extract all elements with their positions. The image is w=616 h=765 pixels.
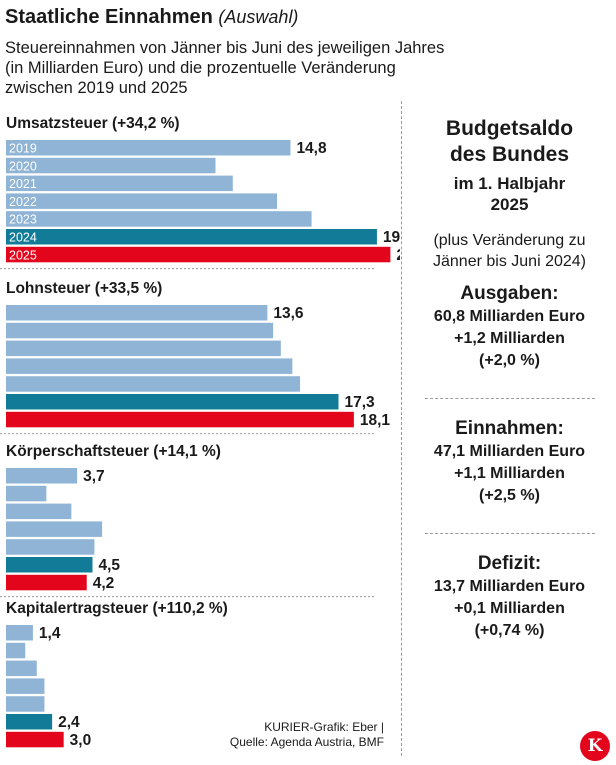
sidebar-period: im 1. Halbjahr 2025 <box>403 173 616 215</box>
value-label: 14,8 <box>296 140 327 157</box>
source-credit: KURIER-Grafik: Eber | Quelle: Agenda Aus… <box>230 720 384 750</box>
deficit-block: Defizit: 13,7 Milliarden Euro +0,1 Milli… <box>403 552 616 642</box>
value-label: 4,5 <box>98 557 120 574</box>
sidebar-note-line: Jänner bis Juni 2024) <box>433 253 586 270</box>
panel-title: Umsatzsteuer (+34,2 %) <box>6 115 180 132</box>
bar <box>6 521 103 537</box>
chart-subtitle: Steuereinnahmen von Jänner bis Juni des … <box>5 38 445 98</box>
panel-title: Körperschaftsteuer (+14,1 %) <box>6 443 221 460</box>
bar <box>6 625 33 641</box>
subtitle-line: Steuereinnahmen von Jänner bis Juni des … <box>5 39 445 57</box>
bar <box>6 193 277 209</box>
bar <box>6 557 93 573</box>
bar <box>6 322 274 339</box>
value-label: 3,0 <box>70 732 92 749</box>
bar <box>6 376 301 392</box>
value-label: 4,2 <box>93 575 115 592</box>
deficit-amount: 13,7 Milliarden Euro <box>433 578 586 595</box>
value-label: 17,3 <box>344 394 375 411</box>
category-label: 2020 <box>9 159 37 173</box>
bar <box>6 574 87 591</box>
bar <box>6 411 354 428</box>
sidebar-heading-line: des Bundes <box>449 143 570 166</box>
category-label: 2023 <box>9 213 37 227</box>
bar-charts: Umsatzsteuer (+34,2 %) 2019 14,8 2020 2021 20… <box>0 115 400 749</box>
expenditure-percent: (+2,0 %) <box>479 352 540 369</box>
value-label: 1,4 <box>39 625 61 642</box>
bar <box>6 305 268 321</box>
bar <box>6 140 291 156</box>
kurier-logo: K <box>580 731 610 761</box>
panel-title: Lohnsteuer (+33,5 %) <box>6 280 162 297</box>
value-label: 20,0 <box>396 247 400 264</box>
bar <box>6 468 78 484</box>
bar <box>6 175 233 192</box>
bar <box>6 503 72 520</box>
sidebar-heading-line: Budgetsaldo <box>445 117 574 140</box>
sidebar-heading: Budgetsaldo des Bundes <box>403 116 616 168</box>
revenue-label: Einnahmen: <box>455 418 564 439</box>
expenditure-amount: 60,8 Milliarden Euro <box>433 308 586 325</box>
deficit-label: Defizit: <box>477 553 542 574</box>
credit-line: KURIER-Grafik: Eber | <box>264 720 384 734</box>
bar <box>6 394 339 410</box>
value-label: 18,1 <box>360 412 391 429</box>
sidebar-separator <box>424 398 595 399</box>
panel-title: Kapitalertragsteuer (+110,2 %) <box>6 600 228 617</box>
bar <box>6 642 26 659</box>
category-label: 2024 <box>9 231 37 245</box>
expenditure-block: Ausgaben: 60,8 Milliarden Euro +1,2 Mill… <box>403 282 616 372</box>
title-text: Staatliche Einnahmen <box>5 6 213 28</box>
revenue-amount: 47,1 Milliarden Euro <box>433 443 586 460</box>
bar <box>6 485 47 502</box>
category-label: 2021 <box>9 177 37 191</box>
bar <box>6 340 281 357</box>
bar <box>6 539 95 555</box>
bar <box>6 211 312 227</box>
revenue-change: +1,1 Milliarden <box>454 465 565 482</box>
bar <box>6 358 293 374</box>
expenditure-label: Ausgaben: <box>460 283 559 304</box>
expenditure-change: +1,2 Milliarden <box>454 330 565 347</box>
category-label: 2025 <box>9 248 37 262</box>
bar <box>6 731 64 748</box>
vertical-divider <box>401 101 402 756</box>
source-line: Quelle: Agenda Austria, BMF <box>229 735 384 749</box>
bar <box>6 678 45 694</box>
budget-sidebar: Budgetsaldo des Bundes im 1. Halbjahr 20… <box>403 116 616 642</box>
value-label: 3,7 <box>83 468 105 485</box>
sidebar-note: (plus Veränderung zu Jänner bis Juni 202… <box>403 230 616 272</box>
bar <box>6 696 45 712</box>
bar <box>6 660 37 677</box>
bar <box>6 157 216 174</box>
value-label: 19,3 <box>383 229 400 246</box>
deficit-change: +0,1 Milliarden <box>454 600 565 617</box>
sidebar-note-line: (plus Veränderung zu <box>433 232 586 249</box>
subtitle-line: zwischen 2019 und 2025 <box>5 79 188 97</box>
bar <box>6 229 377 245</box>
category-label: 2019 <box>9 142 37 156</box>
bar <box>6 246 391 263</box>
value-label: 2,4 <box>58 714 80 731</box>
sidebar-period-line: im 1. Halbjahr <box>453 174 566 193</box>
revenue-percent: (+2,5 %) <box>479 487 540 504</box>
title-note: (Auswahl) <box>218 7 299 27</box>
revenue-block: Einnahmen: 47,1 Milliarden Euro +1,1 Mil… <box>403 417 616 507</box>
value-label: 13,6 <box>273 305 304 322</box>
sidebar-separator <box>424 533 595 534</box>
deficit-percent: (+0,74 %) <box>474 622 545 639</box>
subtitle-line: (in Milliarden Euro) und die prozentuell… <box>5 59 396 77</box>
chart-title: Staatliche Einnahmen (Auswahl) <box>5 6 298 29</box>
sidebar-period-line: 2025 <box>490 195 529 214</box>
bar <box>6 714 53 730</box>
category-label: 2022 <box>9 195 37 209</box>
